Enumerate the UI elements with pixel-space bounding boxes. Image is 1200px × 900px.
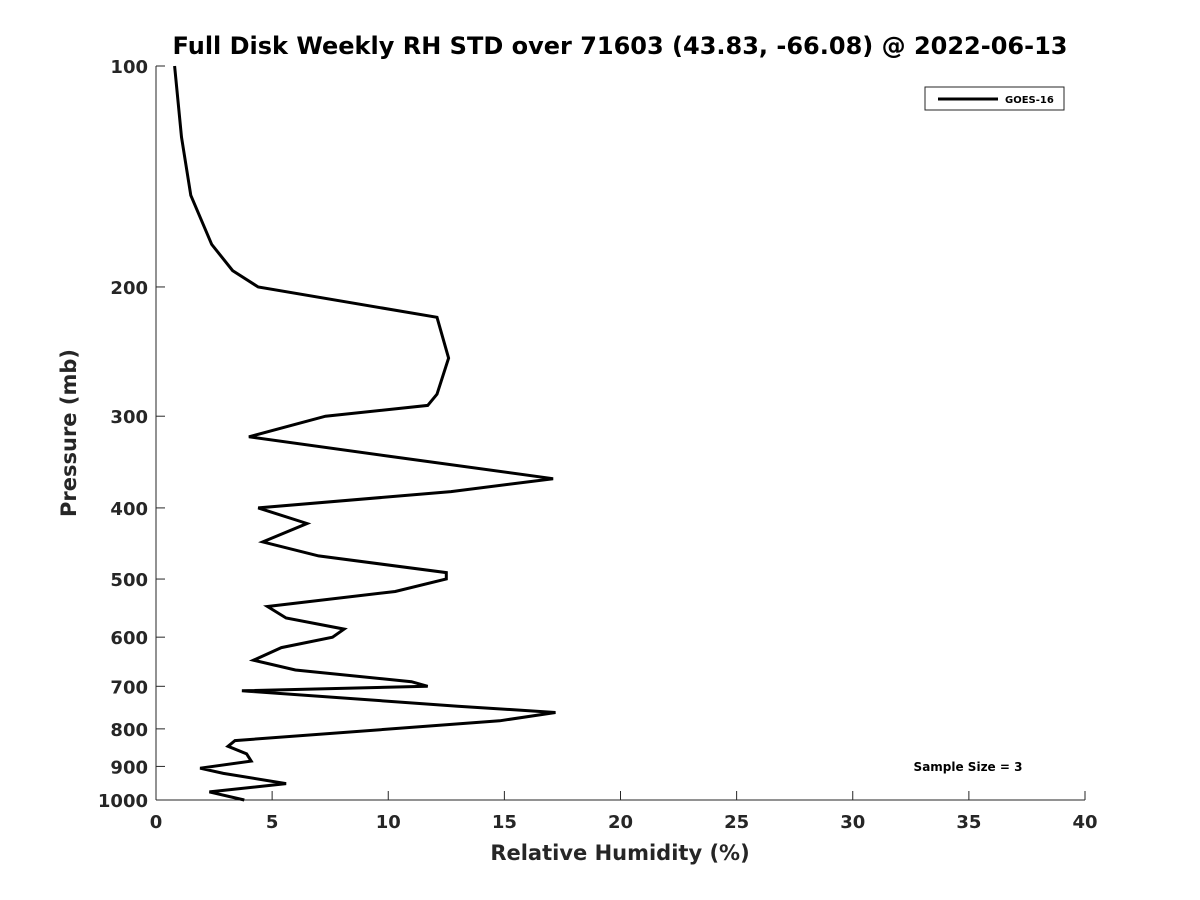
x-tick-label: 10 [376,812,401,833]
x-axis-label: Relative Humidity (%) [490,841,749,865]
x-tick-label: 0 [150,812,163,833]
plot-area: 0 5 10 15 20 25 30 35 40 100 200 300 400 500 600 700 80… [98,57,1098,833]
y-tick-label: 900 [110,757,148,778]
y-tick-label: 600 [110,628,148,649]
chart-title: Full Disk Weekly RH STD over 71603 (43.8… [173,32,1068,60]
y-tick-label: 300 [110,407,148,428]
legend: GOES-16 [924,86,1065,111]
x-tick-label: 15 [492,812,517,833]
legend-label: GOES-16 [1005,95,1054,106]
y-ticks: 100 200 300 400 500 600 700 800 900 1000 [98,57,165,812]
y-tick-label: 400 [110,499,148,520]
y-tick-label: 500 [110,570,148,591]
series-line-goes-16 [173,65,556,802]
y-tick-label: 200 [110,278,148,299]
x-tick-label: 35 [956,812,981,833]
y-tick-label: 1000 [98,791,148,812]
y-tick-label: 700 [110,677,148,698]
y-axis-label: Pressure (mb) [57,349,81,517]
x-tick-label: 30 [840,812,865,833]
sample-size-annotation: Sample Size = 3 [914,760,1023,774]
x-ticks: 0 5 10 15 20 25 30 35 40 [150,791,1098,833]
x-tick-label: 5 [266,812,279,833]
y-tick-label: 100 [110,57,148,78]
x-tick-label: 25 [724,812,749,833]
x-tick-label: 40 [1072,812,1097,833]
y-tick-label: 800 [110,720,148,741]
x-tick-label: 20 [608,812,633,833]
